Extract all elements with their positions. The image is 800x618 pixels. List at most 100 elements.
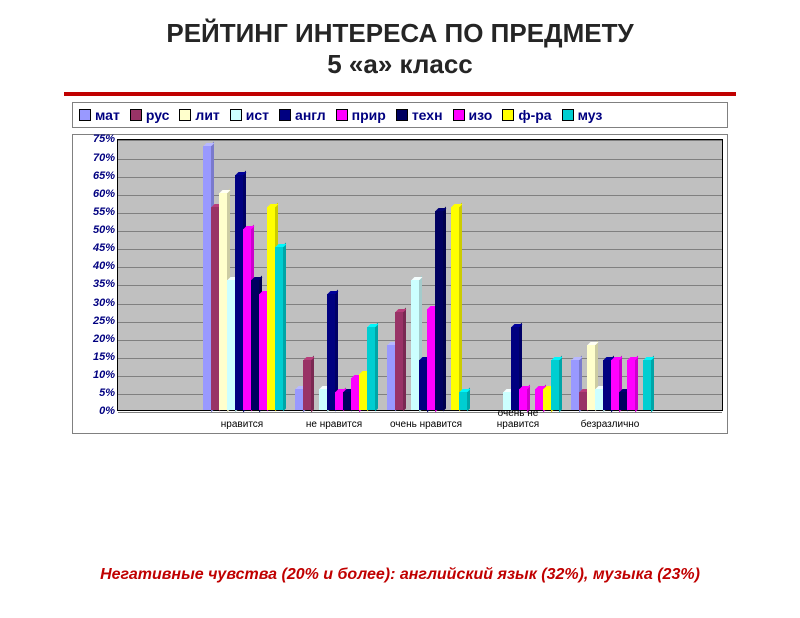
bar [319, 389, 327, 411]
bar [243, 229, 251, 410]
legend-label: прир [352, 107, 386, 123]
y-axis-label: 0% [75, 405, 115, 417]
y-axis-label: 10% [75, 369, 115, 381]
legend-item: техн [396, 107, 443, 123]
legend-label: англ [295, 107, 326, 123]
y-axis-label: 5% [75, 387, 115, 399]
bar [267, 207, 275, 410]
bar [411, 280, 419, 411]
legend-swatch [396, 109, 408, 121]
bar-group [479, 327, 559, 410]
y-axis-label: 25% [75, 315, 115, 327]
legend-label: ф-ра [518, 107, 551, 123]
bar [327, 294, 335, 410]
legend-label: рус [146, 107, 170, 123]
bar [387, 345, 395, 410]
plot-area [117, 139, 723, 411]
bar [203, 146, 211, 411]
legend-swatch [502, 109, 514, 121]
bar [511, 327, 519, 410]
category-label: не нравится [294, 419, 374, 430]
title-line-1: РЕЙТИНГ ИНТЕРЕСА ПО ПРЕДМЕТУ [0, 18, 800, 49]
bar-group [387, 207, 467, 410]
bar [435, 211, 443, 410]
gridline [118, 412, 722, 413]
legend-label: лит [195, 107, 219, 123]
y-axis-label: 40% [75, 260, 115, 272]
bar [595, 389, 603, 411]
bar [427, 309, 435, 411]
legend-label: муз [578, 107, 603, 123]
legend-swatch [130, 109, 142, 121]
legend-item: лит [179, 107, 219, 123]
gridline [118, 140, 722, 141]
category-label: очень нравится [386, 419, 466, 430]
bar [459, 392, 467, 410]
bar [611, 360, 619, 411]
bar [587, 345, 595, 410]
bar [395, 312, 403, 410]
title-line-2: 5 «а» класс [0, 49, 800, 80]
legend-label: изо [469, 107, 493, 123]
y-axis-label: 30% [75, 297, 115, 309]
legend-swatch [336, 109, 348, 121]
bar [303, 360, 311, 411]
bar [359, 374, 367, 410]
bar [543, 389, 551, 411]
bar [551, 360, 559, 411]
bar [451, 207, 459, 410]
legend-label: ист [246, 107, 269, 123]
legend-item: мат [79, 107, 120, 123]
y-axis-label: 20% [75, 333, 115, 345]
bar-group [571, 345, 651, 410]
y-axis-label: 70% [75, 152, 115, 164]
legend-item: муз [562, 107, 603, 123]
bar [295, 389, 303, 411]
y-axis-label: 15% [75, 351, 115, 363]
bar [627, 360, 635, 411]
title-underline [64, 92, 736, 96]
y-axis-label: 35% [75, 278, 115, 290]
y-axis-label: 50% [75, 224, 115, 236]
bar [419, 360, 427, 411]
legend-swatch [179, 109, 191, 121]
legend-swatch [453, 109, 465, 121]
legend-item: рус [130, 107, 170, 123]
y-axis-label: 65% [75, 170, 115, 182]
legend-item: ф-ра [502, 107, 551, 123]
bar [619, 392, 627, 410]
bar [579, 392, 587, 410]
legend-swatch [562, 109, 574, 121]
bar [335, 392, 343, 410]
bar-group [203, 146, 283, 411]
bar [275, 247, 283, 410]
category-label: очень не нравится [478, 408, 558, 430]
legend-item: прир [336, 107, 386, 123]
bar [219, 193, 227, 411]
chart-legend: мат рус лит ист англ прир техн изо ф-ра муз [72, 102, 728, 128]
legend-swatch [79, 109, 91, 121]
bar [571, 360, 579, 411]
category-label: безразлично [570, 419, 650, 430]
bar [259, 294, 267, 410]
bar-group [295, 294, 375, 410]
category-label: нравится [202, 419, 282, 430]
y-axis-label: 45% [75, 242, 115, 254]
bar [235, 175, 243, 411]
bar [227, 280, 235, 411]
bar [603, 360, 611, 411]
bar [351, 378, 359, 411]
footnote-text: Негативные чувства (20% и более): англий… [0, 566, 800, 584]
bar [519, 389, 527, 411]
legend-label: техн [412, 107, 443, 123]
bar [367, 327, 375, 410]
bar [535, 389, 543, 411]
bar [343, 392, 351, 410]
legend-item: ист [230, 107, 269, 123]
y-axis-label: 60% [75, 188, 115, 200]
bar [251, 280, 259, 411]
y-axis-label: 55% [75, 206, 115, 218]
bar-chart: 0% 5% 10% 15% 20% 25% 30% 35% 40% 45% 50% 55% 60% 65%… [72, 134, 728, 434]
legend-swatch [230, 109, 242, 121]
legend-item: изо [453, 107, 493, 123]
